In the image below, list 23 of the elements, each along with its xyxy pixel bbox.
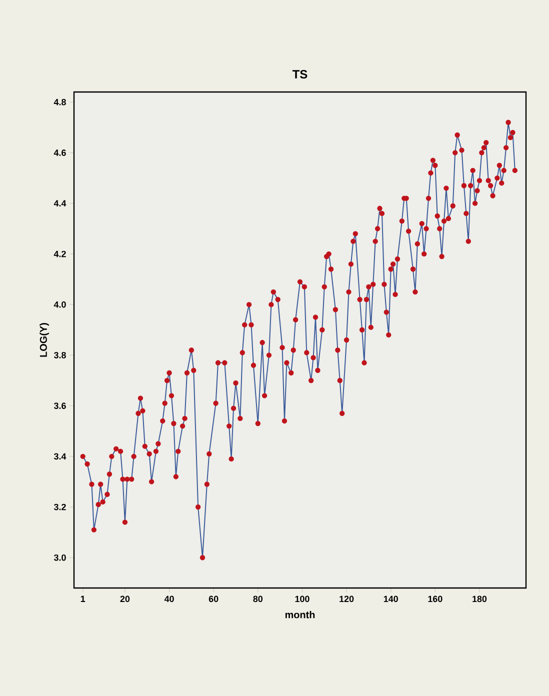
- y-tick-label: 3.4: [54, 453, 66, 460]
- y-tick-label: 3.2: [54, 504, 66, 510]
- y-axis-title: LOG(Y): [40, 323, 49, 357]
- y-tick-label: 4.6: [54, 150, 66, 156]
- y-tick-label: 4.0: [54, 301, 66, 308]
- x-axis-title: month: [285, 610, 315, 618]
- y-tick-label: 3.8: [54, 352, 66, 358]
- x-tick-label: 20: [120, 596, 130, 602]
- chart-title: TS: [292, 70, 308, 78]
- y-tick-label: 3.6: [54, 402, 66, 409]
- x-tick-label: 40: [164, 596, 174, 602]
- x-tick-label: 1: [80, 596, 86, 602]
- x-tick-label: 160: [428, 596, 442, 602]
- x-tick-label: 80: [253, 596, 263, 602]
- y-tick-label: 4.2: [54, 250, 66, 258]
- x-tick-label: 140: [384, 596, 398, 602]
- y-tick-label: 4.8: [54, 98, 66, 106]
- x-tick-label: 180: [472, 596, 487, 602]
- x-tick-label: 120: [340, 596, 354, 602]
- x-tick-label: 100: [295, 596, 310, 602]
- y-tick-label: 3.0: [54, 554, 66, 561]
- x-tick-label: 60: [208, 596, 218, 602]
- y-tick-label: 4.4: [54, 200, 66, 206]
